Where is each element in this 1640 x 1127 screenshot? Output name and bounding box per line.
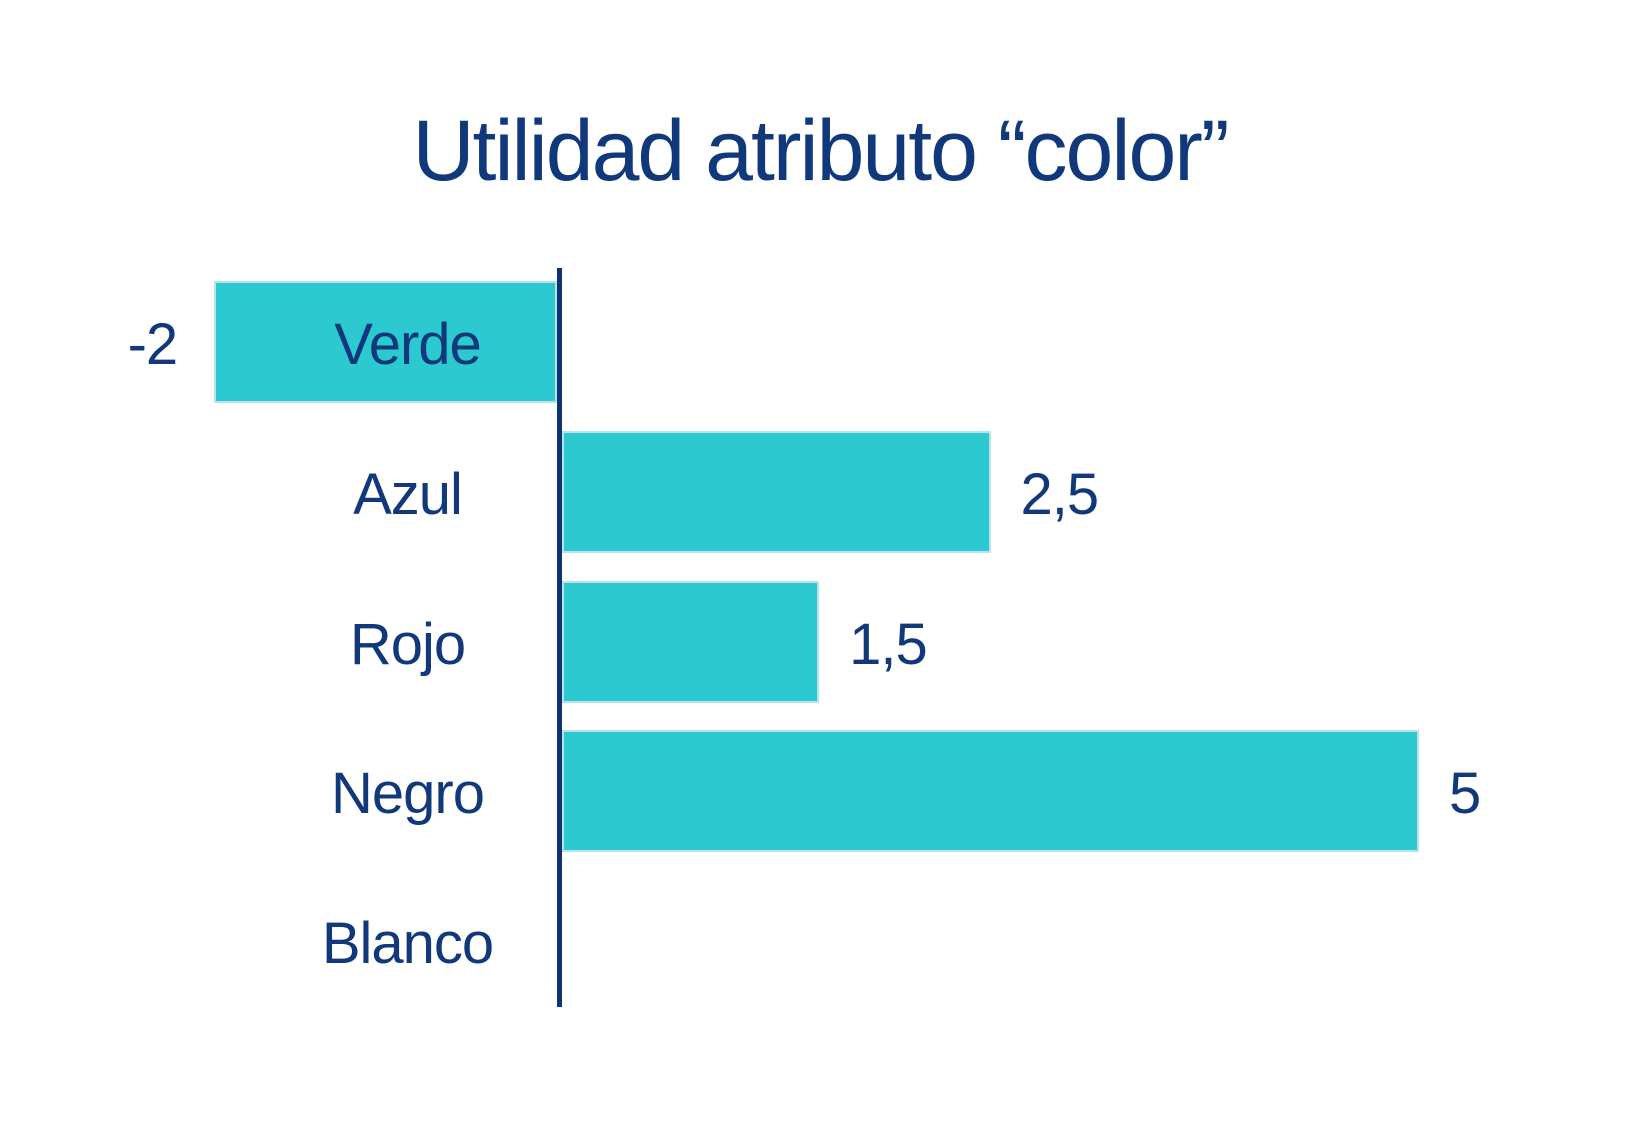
category-label-negro: Negro [331, 761, 485, 827]
bar-verde [214, 281, 557, 403]
bar-rojo [562, 580, 820, 703]
category-label-blanco: Blanco [321, 911, 494, 977]
chart-title: Utilidad atributo “color” [412, 103, 1229, 199]
value-label-azul: 2,5 [1020, 461, 1100, 527]
bar-azul [562, 430, 991, 553]
bar-negro [562, 730, 1419, 853]
category-label-verde: Verde [334, 312, 482, 377]
value-label-verde: -2 [127, 312, 179, 377]
value-label-negro: 5 [1449, 761, 1481, 827]
category-label-azul: Azul [353, 461, 463, 527]
zero-axis-line [557, 268, 562, 1007]
category-label-rojo: Rojo [349, 611, 466, 677]
value-label-rojo: 1,5 [849, 611, 928, 677]
